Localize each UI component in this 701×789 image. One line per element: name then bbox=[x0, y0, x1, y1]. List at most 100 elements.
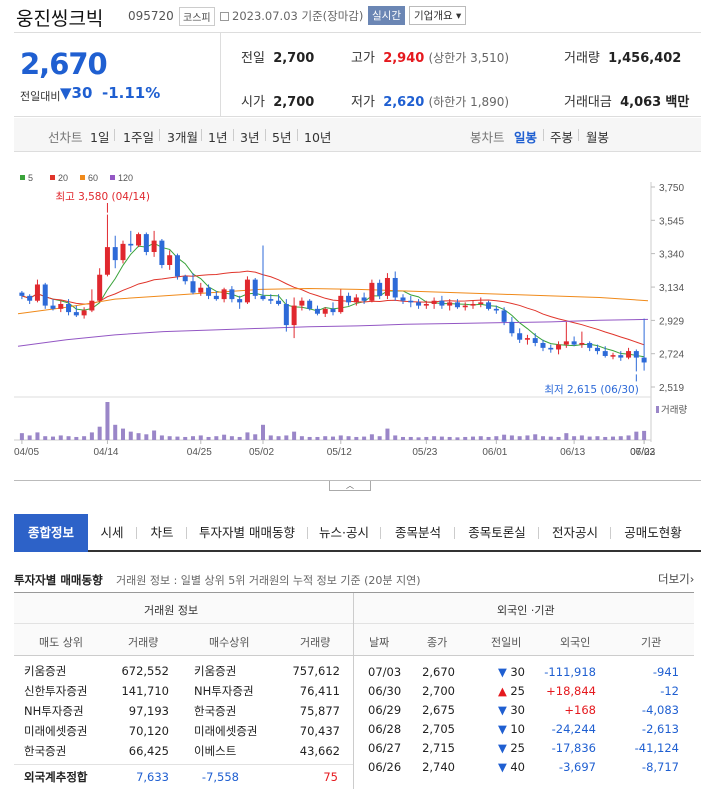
period-3m[interactable]: 3개월 bbox=[167, 130, 198, 145]
period-daily[interactable]: 일봉 bbox=[514, 130, 538, 145]
chart-collapse-button[interactable]: ︿ bbox=[329, 481, 371, 491]
volume-bar bbox=[89, 432, 94, 440]
volume-bar bbox=[214, 436, 219, 440]
tab-disclosure[interactable]: 전자공시 bbox=[551, 525, 598, 540]
volume-bar bbox=[74, 436, 79, 440]
volume-bar bbox=[167, 436, 172, 440]
investor-section-header: 투자자별 매매동향 거래원 정보 : 일별 상위 5위 거래원의 누적 정보 기… bbox=[14, 570, 701, 590]
volume-bar bbox=[463, 436, 468, 440]
low-annotation: 최저 2,615 (06/30) bbox=[544, 384, 639, 396]
tab-chart[interactable]: 차트 bbox=[150, 525, 174, 540]
institution-net: -941 bbox=[652, 665, 679, 679]
sell-broker-name: 키움증권 bbox=[24, 664, 67, 678]
tab-analysis[interactable]: 종목분석 bbox=[394, 525, 441, 540]
tab-news[interactable]: 뉴스·공시 bbox=[319, 525, 369, 540]
foreign-net: +18,844 bbox=[546, 684, 596, 698]
candle-body bbox=[556, 344, 562, 350]
sell-broker-name: 신한투자증권 bbox=[24, 684, 88, 698]
period-weekly[interactable]: 주봉 bbox=[550, 130, 574, 145]
stock-name: 웅진씽크빅 bbox=[16, 8, 104, 30]
volume-bar bbox=[509, 435, 514, 440]
company-overview-button[interactable]: 기업개요 ▾ bbox=[409, 6, 467, 25]
candle-body bbox=[73, 312, 79, 316]
chevron-down-icon: ▾ bbox=[455, 10, 462, 22]
ma-legend-label: 5 bbox=[28, 173, 33, 183]
header-bottom bbox=[14, 655, 694, 656]
volume-bar bbox=[595, 436, 600, 440]
stock-code: 095720 bbox=[128, 9, 174, 23]
candle-body bbox=[571, 341, 577, 345]
day-change: 10 bbox=[510, 722, 525, 736]
candle-body bbox=[268, 299, 274, 301]
volume-bar bbox=[424, 436, 429, 440]
buy-broker-name: NH투자증권 bbox=[194, 684, 254, 698]
ma-legend-label: 120 bbox=[118, 173, 133, 183]
period-10y[interactable]: 10년 bbox=[304, 130, 332, 145]
tab-quote[interactable]: 시세 bbox=[100, 525, 124, 540]
candle-body bbox=[66, 303, 72, 313]
candle-body bbox=[633, 351, 639, 358]
candle-body bbox=[97, 274, 103, 301]
more-link[interactable]: 더보기› bbox=[658, 571, 694, 587]
trade-date: 06/29 bbox=[368, 703, 402, 717]
lower-limit: (하한가 1,890) bbox=[428, 95, 510, 109]
period-1w[interactable]: 1주일 bbox=[123, 130, 154, 145]
volume-bar bbox=[618, 436, 623, 440]
candle-body bbox=[190, 281, 196, 293]
tab-short-selling[interactable]: 공매도현황 bbox=[624, 525, 682, 540]
open-value: 2,700 bbox=[273, 95, 315, 110]
institution-net: -2,613 bbox=[641, 722, 679, 736]
high-annotation: 최고 3,580 (04/14) bbox=[55, 191, 150, 203]
candle-body bbox=[377, 282, 383, 296]
volume-bar bbox=[385, 428, 390, 440]
candle-body bbox=[478, 302, 484, 304]
col-close: 종가 bbox=[427, 636, 448, 649]
candle-body bbox=[206, 287, 212, 296]
candle-body bbox=[81, 310, 87, 316]
volume-bar bbox=[113, 424, 118, 440]
col-sell-vol: 거래량 bbox=[128, 636, 159, 649]
candle-body bbox=[338, 295, 344, 313]
table-header-band bbox=[14, 593, 694, 655]
volume-bar bbox=[144, 434, 149, 440]
high-value: 2,940 bbox=[383, 51, 425, 66]
price-chart[interactable]: 3,750 3,545 3,340 3,134 2,929 2,724 2,519 5 20 60… bbox=[14, 160, 701, 470]
volume-bar bbox=[416, 437, 421, 440]
date-text: 2023.07.03 기준(장마감) bbox=[232, 9, 364, 23]
period-3y[interactable]: 3년 bbox=[240, 130, 260, 145]
overview-label: 기업개요 bbox=[414, 10, 453, 22]
volume-bar bbox=[634, 431, 639, 440]
tab-overview[interactable]: 종합정보 bbox=[14, 514, 88, 552]
period-selector: 선차트 1일 1주일 3개월 1년 3년 5년 10년 봉차트 일봉 주봉 월봉 bbox=[14, 118, 701, 152]
volume-legend-label: 거래량 bbox=[661, 404, 687, 416]
volume-bar bbox=[299, 436, 304, 440]
tab-forum[interactable]: 종목토론실 bbox=[468, 525, 526, 540]
close-price: 2,705 bbox=[422, 722, 455, 736]
trade-date: 06/28 bbox=[368, 722, 402, 736]
price-summary: 2,670 전일대비 ▼30 -1.11% 전일 2,700 고가 2,940 … bbox=[14, 32, 701, 117]
change-arrow-icon: ▼ bbox=[498, 665, 507, 679]
period-1y[interactable]: 1년 bbox=[208, 130, 228, 145]
candle-body bbox=[408, 300, 414, 303]
trade-date: 06/30 bbox=[368, 684, 402, 698]
foreign-sum-sell: 7,633 bbox=[136, 770, 169, 784]
volume-bar bbox=[152, 430, 157, 440]
period-1d[interactable]: 1일 bbox=[90, 130, 110, 145]
candle-body bbox=[291, 305, 297, 326]
base-date: 2023.07.03 기준(장마감) bbox=[220, 8, 363, 24]
realtime-button[interactable]: 실시간 bbox=[368, 6, 405, 25]
candle-body bbox=[307, 300, 313, 309]
volume-bar bbox=[206, 436, 211, 440]
chart-background bbox=[14, 160, 701, 470]
candle-body bbox=[517, 333, 523, 340]
period-5y[interactable]: 5년 bbox=[272, 130, 292, 145]
sell-broker-name: 한국증권 bbox=[24, 744, 67, 758]
period-monthly[interactable]: 월봉 bbox=[586, 130, 610, 145]
candle-body bbox=[276, 300, 282, 304]
tab-investor[interactable]: 투자자별 매매동향 bbox=[199, 525, 295, 540]
candle-body bbox=[641, 357, 647, 363]
candle-body bbox=[579, 342, 585, 345]
divider bbox=[159, 129, 160, 141]
current-price-box: 2,670 전일대비 ▼30 -1.11% bbox=[14, 33, 221, 117]
volume-bar bbox=[97, 426, 102, 440]
